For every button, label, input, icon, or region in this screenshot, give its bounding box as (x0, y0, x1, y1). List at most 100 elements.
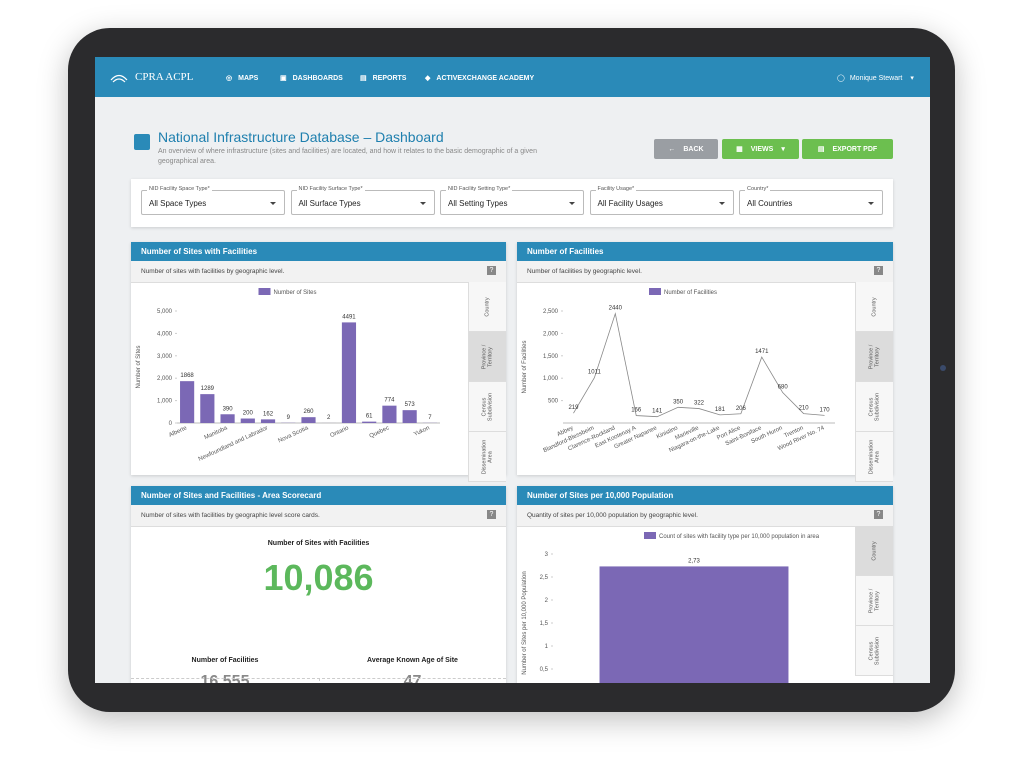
y-tick-label: 2,000 (543, 331, 559, 337)
filter-select[interactable]: NID Facility Space Type* All Space Types (141, 186, 285, 215)
legend-label: Count of sites with facility type per 10… (659, 534, 820, 540)
page-title: National Infrastructure Database – Dashb… (158, 129, 444, 145)
y-tick-label: 1 (545, 644, 549, 650)
y-tick-label: 4,000 (157, 331, 173, 337)
level-tab[interactable]: Country (855, 282, 893, 332)
filter-label: Facility Usage* (595, 186, 637, 192)
camera (940, 365, 946, 371)
level-tab[interactable]: Province / Territory (855, 332, 893, 382)
level-tab[interactable]: Census Subdivision (468, 382, 506, 432)
bar (402, 410, 417, 423)
value-label: 2,73 (688, 558, 700, 564)
level-tab[interactable]: Dissemination Area (855, 432, 893, 482)
help-icon[interactable]: ? (874, 510, 883, 519)
x-tick-label: Yukon (413, 425, 431, 437)
value-label: 1868 (180, 373, 194, 379)
filter-select[interactable]: NID Facility Surface Type* All Surface Ty… (290, 186, 435, 215)
header-icon (134, 134, 150, 150)
value-label: 680 (778, 385, 789, 391)
level-tab[interactable]: Census Subdivision (855, 626, 893, 676)
dropdown-arrow (868, 202, 874, 208)
description-text: Number of sites with facilities by geogr… (141, 268, 285, 275)
panel: Number of Sites and Facilities - Area Sc… (131, 486, 506, 683)
tab-label: Census Subdivision (868, 636, 881, 665)
user-menu[interactable]: ◯ Monique Stewart ▾ (837, 75, 914, 82)
chart: Number of Facilities Number of Facilities… (522, 288, 835, 454)
y-tick-label: 0,5 (540, 667, 549, 673)
y-tick-label: 5,000 (157, 309, 173, 315)
x-tick-label: Ontario (329, 425, 350, 439)
filter-label: NID Facility Space Type* (147, 186, 212, 192)
score-label: Average Known Age of Site (367, 657, 458, 664)
export-button[interactable]: ▤ EXPORT PDF (802, 139, 893, 159)
tab-label: Country (871, 296, 878, 317)
panel-title: Number of Sites and Facilities - Area Sc… (131, 486, 506, 505)
filter-bar: NID Facility Space Type* All Space Types N… (131, 179, 893, 227)
screen: CPRA ACPL ◎ MAPS ▣ DASHBOARDS ▤ REPORTS ◆ AC… (95, 57, 930, 683)
x-tick-label: Quebec (369, 425, 391, 439)
value-label: 200 (243, 411, 254, 417)
filter-select[interactable]: Facility Usage* All Facility Usages (589, 186, 734, 215)
y-tick-label: 0 (169, 421, 173, 427)
help-icon[interactable]: ? (487, 266, 496, 275)
tab-label: Dissemination Area (868, 439, 881, 474)
views-button[interactable]: ▦ VIEWS ▾ (722, 139, 799, 159)
value-label: 573 (405, 402, 416, 408)
level-tab[interactable]: Province / Territory (855, 576, 893, 626)
y-tick-label: 1,000 (157, 399, 173, 405)
bar (301, 417, 316, 423)
level-tab[interactable]: Dissemination Area (468, 432, 506, 482)
legend-swatch (644, 532, 656, 539)
bar (220, 414, 235, 423)
bar (180, 381, 195, 423)
value-label: 162 (263, 411, 274, 417)
y-tick-label: 2,000 (157, 376, 173, 382)
dropdown-arrow (718, 202, 725, 208)
tab-label: Country (871, 540, 878, 561)
panel: Number of Sites with Facilities Number of… (131, 242, 506, 482)
panel-description: Number of sites with facilities by geogr… (131, 505, 506, 527)
description-text: Quantity of sites per 10,000 population … (527, 512, 698, 519)
nav-item[interactable]: ◎ MAPS (226, 75, 259, 82)
filter-label: Country* (745, 186, 771, 192)
help-icon[interactable]: ? (874, 266, 883, 275)
nav-item[interactable]: ▣ DASHBOARDS (280, 75, 343, 82)
navbar: CPRA ACPL ◎ MAPS ▣ DASHBOARDS ▤ REPORTS ◆ AC… (95, 57, 930, 97)
nav-item[interactable]: ◆ ACTIVEXCHANGE ACADEMY (425, 75, 535, 82)
filter-value: All Setting Types (448, 199, 508, 208)
level-tab[interactable]: Country (468, 282, 506, 332)
filter-select[interactable]: Country* All Countries (739, 186, 883, 215)
bar (240, 418, 255, 423)
dropdown-arrow (569, 202, 575, 208)
score-label: Number of Sites with Facilities (267, 540, 370, 547)
level-tab[interactable]: Province / Territory (468, 332, 506, 382)
panel: Number of Facilities Number of facilities… (517, 242, 893, 482)
panel-description: Quantity of sites per 10,000 population … (517, 505, 893, 527)
value-label: 219 (568, 405, 579, 411)
help-icon[interactable]: ? (487, 510, 496, 519)
filter-value: All Countries (747, 199, 793, 208)
value-label: 390 (223, 406, 234, 412)
value-label: 1011 (588, 370, 602, 376)
x-tick-label: Alberte (168, 425, 188, 439)
value-label: 166 (631, 408, 642, 414)
y-axis-label: Number of Facilities (522, 340, 528, 393)
level-tab[interactable]: Census Subdivision (855, 382, 893, 432)
filter-value: All Surface Types (298, 199, 361, 208)
value-label: 1471 (755, 349, 769, 355)
y-axis-label: Number of Sites (136, 345, 142, 388)
value-label: 61 (366, 414, 373, 420)
nav-item[interactable]: ▤ REPORTS (360, 75, 407, 82)
y-tick-label: 3,000 (157, 354, 173, 360)
filter-select[interactable]: NID Facility Setting Type* All Setting Ty… (440, 186, 584, 215)
description-text: Number of facilities by geographic level… (527, 268, 642, 275)
level-tab[interactable]: Country (855, 526, 893, 576)
chart: Count of sites with facility type per 10… (522, 532, 820, 683)
brand[interactable]: CPRA ACPL (135, 71, 194, 83)
value-label: 210 (799, 406, 810, 412)
x-tick-label: Manitoba (204, 425, 230, 441)
x-tick-label: Newfoundland and Labrador (198, 425, 269, 462)
value-label: 774 (384, 398, 395, 404)
back-button[interactable]: ← BACK (654, 139, 718, 159)
